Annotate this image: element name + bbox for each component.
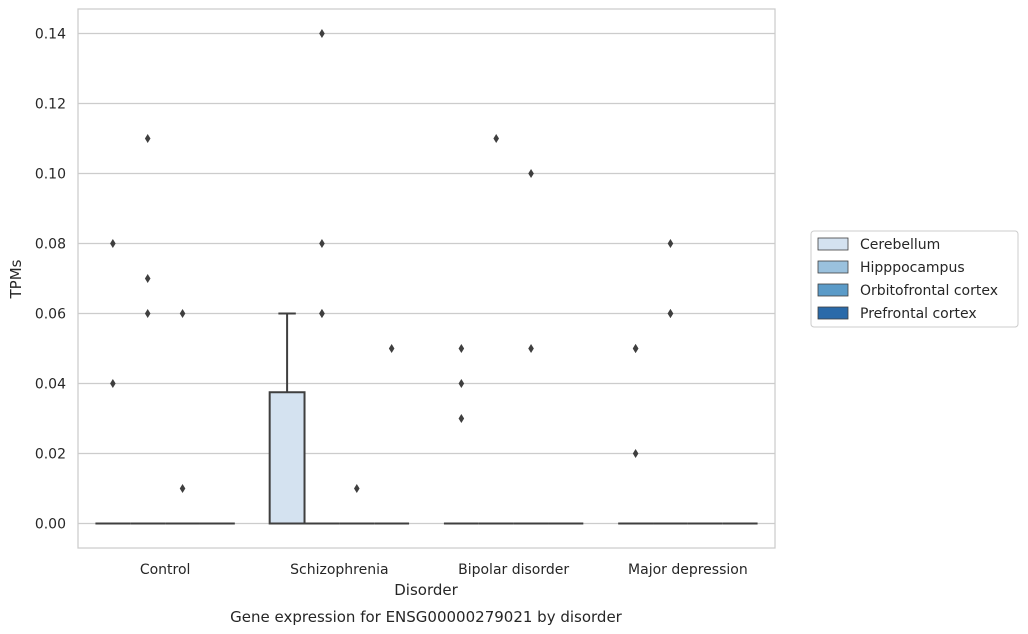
- outlier-point: [458, 344, 465, 353]
- y-tick-label: 0.02: [35, 447, 66, 463]
- x-axis-label: Disorder: [394, 581, 458, 599]
- plot-frame: [77, 8, 776, 549]
- y-tick-label: 0.04: [35, 377, 66, 393]
- outlier-point: [458, 379, 465, 388]
- x-tick-label: Control: [140, 562, 191, 578]
- gridlines: [78, 32, 775, 525]
- legend-swatch: [817, 260, 849, 274]
- outlier-point: [319, 239, 325, 248]
- outlier-point: [632, 344, 639, 353]
- outlier-point: [667, 309, 674, 318]
- outlier-point: [110, 239, 116, 248]
- y-tick-label: 0.08: [35, 237, 66, 253]
- x-tick-labels: Control Schizophrenia Bipolar disorder Majo…: [140, 562, 748, 578]
- legend-label: Prefrontal cortex: [860, 306, 977, 322]
- outlier-point: [144, 274, 151, 283]
- outlier-point: [179, 484, 186, 493]
- legend: Cerebellum Hipppocampus Orbitofrontal cort…: [810, 230, 1019, 328]
- y-tick-label: 0.00: [35, 517, 66, 533]
- outlier-point: [179, 309, 186, 318]
- outlier-point: [388, 344, 395, 353]
- y-axis-label: TPMs: [7, 259, 25, 299]
- chart-caption: Gene expression for ENSG00000279021 by d…: [230, 608, 623, 626]
- outlier-point: [667, 239, 674, 248]
- legend-label: Hipppocampus: [860, 260, 965, 276]
- outlier-point: [493, 134, 499, 143]
- legend-frame: [810, 230, 1019, 328]
- legend-swatch: [817, 283, 849, 297]
- y-tick-label: 0.06: [35, 307, 66, 323]
- outlier-point: [144, 134, 151, 143]
- box-body: [268, 391, 306, 525]
- outlier-point: [528, 344, 534, 353]
- outlier-point: [632, 449, 639, 458]
- legend-entries: Cerebellum Hipppocampus Orbitofrontal cort…: [817, 237, 998, 322]
- plot-area-background: [78, 9, 775, 548]
- x-tick-label: Schizophrenia: [290, 562, 388, 578]
- x-tick-label: Major depression: [628, 562, 748, 578]
- outlier-point: [110, 379, 116, 388]
- y-tick-label: 0.10: [35, 167, 66, 183]
- outlier-point: [319, 309, 325, 318]
- y-tick-labels: 0.00 0.02 0.04 0.06 0.08 0.10 0.12 0.14: [35, 27, 66, 533]
- outlier-point: [458, 414, 465, 423]
- outlier-point: [528, 169, 534, 178]
- x-tick-label: Bipolar disorder: [458, 562, 569, 578]
- legend-label: Cerebellum: [860, 237, 940, 253]
- boxes-layer: [95, 29, 758, 525]
- outlier-point: [354, 484, 360, 493]
- outlier-point: [144, 309, 151, 318]
- legend-swatch: [817, 237, 849, 251]
- y-tick-label: 0.14: [35, 27, 66, 43]
- y-tick-label: 0.12: [35, 97, 66, 113]
- legend-label: Orbitofrontal cortex: [860, 283, 998, 299]
- legend-swatch: [817, 306, 849, 320]
- outlier-point: [319, 29, 325, 38]
